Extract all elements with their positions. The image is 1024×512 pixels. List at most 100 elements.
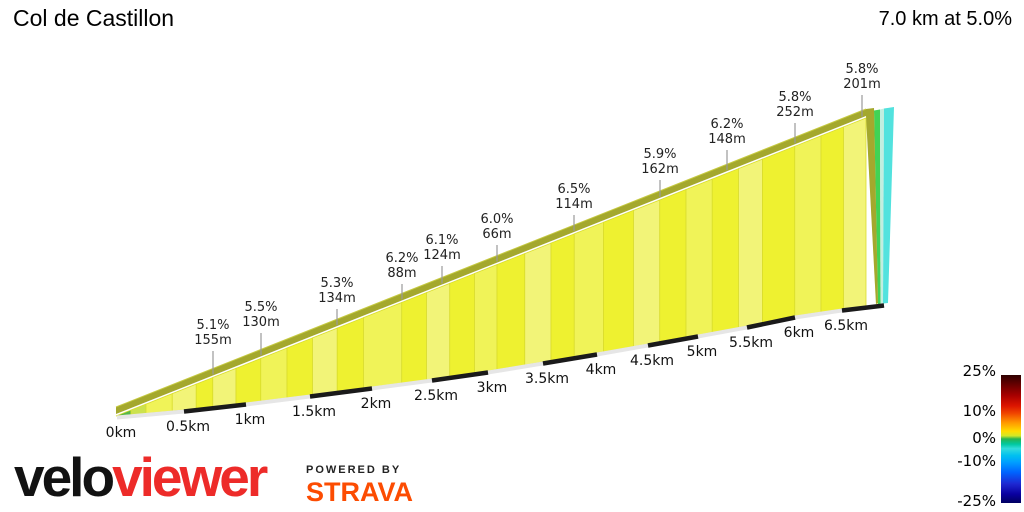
segment-length-value: 114m bbox=[555, 197, 593, 212]
x-axis-tick-label: 1.5km bbox=[291, 404, 336, 420]
axis-black-segment bbox=[309, 386, 373, 399]
profile-slice bbox=[426, 282, 451, 381]
profile-endcap-slice bbox=[880, 108, 884, 304]
profile-slice bbox=[496, 253, 526, 370]
profile-slice bbox=[794, 135, 822, 317]
climb-summary: 7.0 km at 5.0% bbox=[878, 8, 1012, 30]
segment-gradient-label: 5.3% 134m bbox=[295, 276, 379, 306]
profile-slice bbox=[336, 317, 364, 392]
segment-length-value: 66m bbox=[482, 227, 512, 242]
segment-gradient-label: 5.1% 155m bbox=[171, 318, 255, 348]
veloviewer-logo[interactable]: veloviewer bbox=[14, 450, 268, 505]
profile-slice bbox=[195, 376, 214, 410]
segment-gradient-value: 6.2% bbox=[385, 251, 419, 266]
profile-slice bbox=[738, 158, 763, 329]
profile-slice bbox=[633, 199, 661, 348]
x-axis-tick-label: 0km bbox=[105, 425, 137, 441]
segment-gradient-value: 5.8% bbox=[845, 62, 879, 77]
profile-slice bbox=[401, 292, 427, 384]
x-axis-tick-label: 1km bbox=[234, 412, 266, 428]
segment-gradient-label: 5.8% 252m bbox=[753, 90, 837, 120]
road-edge-highlight bbox=[115, 108, 867, 408]
axis-black-segment bbox=[431, 370, 489, 383]
profile-slice bbox=[603, 209, 634, 353]
segment-length-value: 88m bbox=[387, 266, 417, 281]
x-axis-tick-label: 0.5km bbox=[165, 419, 210, 435]
profile-slice bbox=[260, 347, 288, 402]
x-axis-tick-label: 5.5km bbox=[728, 335, 773, 351]
profile-endcap-slice bbox=[874, 109, 881, 304]
segment-length-value: 162m bbox=[641, 162, 679, 177]
segment-length-value: 124m bbox=[423, 248, 461, 263]
profile-slice bbox=[711, 168, 739, 333]
legend-tick-label: -25% bbox=[957, 492, 996, 510]
x-axis-tick-label: 2.5km bbox=[413, 388, 458, 404]
profile-slice bbox=[286, 337, 313, 399]
segment-gradient-value: 5.3% bbox=[320, 276, 354, 291]
legend-tick-label: 10% bbox=[962, 402, 996, 420]
x-axis-tick-label: 3.5km bbox=[524, 371, 569, 387]
profile-slice bbox=[312, 327, 338, 396]
page-title: Col de Castillon bbox=[13, 5, 175, 31]
x-axis-tick-label: 4km bbox=[585, 362, 617, 378]
segment-gradient-label: 5.5% 130m bbox=[219, 300, 303, 330]
segment-length-value: 148m bbox=[708, 132, 746, 147]
segment-length-value: 201m bbox=[843, 77, 881, 92]
strava-attribution[interactable]: POWERED BY STRAVA bbox=[306, 464, 413, 508]
profile-slice bbox=[573, 221, 604, 358]
profile-slice bbox=[363, 301, 403, 389]
segment-gradient-label: 6.5% 114m bbox=[532, 182, 616, 212]
profile-slice bbox=[449, 272, 475, 377]
axis-black-segment bbox=[542, 352, 598, 366]
legend-tick-label: 0% bbox=[972, 429, 996, 447]
axis-black-segment bbox=[647, 334, 699, 348]
veloviewer-logo-viewer: viewer bbox=[112, 446, 268, 508]
segment-gradient-value: 6.5% bbox=[557, 182, 591, 197]
segment-gradient-value: 5.8% bbox=[778, 90, 812, 105]
profile-slice bbox=[550, 233, 575, 362]
segment-gradient-value: 5.1% bbox=[196, 318, 230, 333]
strava-logo: STRAVA bbox=[306, 477, 413, 507]
x-axis-tick-label: 3km bbox=[476, 380, 508, 396]
segment-gradient-value: 6.2% bbox=[710, 117, 744, 132]
segment-length-value: 130m bbox=[242, 315, 280, 330]
segment-gradient-label: 6.1% 124m bbox=[400, 233, 484, 263]
segment-gradient-value: 6.0% bbox=[480, 212, 514, 227]
veloviewer-logo-velo: velo bbox=[14, 446, 115, 508]
segment-length-value: 155m bbox=[194, 333, 232, 348]
legend-tick-label: -10% bbox=[957, 452, 996, 470]
profile-slice bbox=[474, 264, 498, 374]
axis-black-segment bbox=[746, 315, 796, 330]
segment-gradient-label: 6.2% 148m bbox=[685, 117, 769, 147]
profile-slice bbox=[843, 117, 867, 310]
segment-gradient-label: 5.9% 162m bbox=[618, 147, 702, 177]
profile-slice bbox=[820, 126, 844, 313]
segment-gradient-value: 5.5% bbox=[244, 300, 278, 315]
segment-gradient-value: 6.1% bbox=[425, 233, 459, 248]
x-axis-tick-label: 6km bbox=[783, 325, 815, 341]
axis-strip bbox=[117, 303, 884, 420]
powered-by-label: POWERED BY bbox=[306, 464, 402, 476]
profile-slice bbox=[524, 242, 552, 366]
segment-gradient-label: 5.8% 201m bbox=[820, 62, 904, 92]
profile-slice bbox=[659, 188, 687, 343]
axis-black-segment bbox=[183, 402, 247, 414]
profile-slice bbox=[685, 178, 713, 338]
segment-length-value: 252m bbox=[776, 105, 814, 120]
x-axis-tick-label: 6.5km bbox=[823, 318, 868, 334]
profile-slice bbox=[762, 145, 796, 324]
axis-black-segment bbox=[841, 303, 885, 313]
profile-slice bbox=[235, 357, 262, 405]
x-axis-tick-label: 4.5km bbox=[629, 353, 674, 369]
x-axis-tick-label: 2km bbox=[360, 396, 392, 412]
x-axis-tick-label: 5km bbox=[686, 344, 718, 360]
gradient-legend-bar bbox=[1001, 375, 1021, 503]
profile-endcap-slice bbox=[883, 107, 894, 304]
segment-gradient-value: 5.9% bbox=[643, 147, 677, 162]
segment-gradient-label: 6.0% 66m bbox=[455, 212, 539, 242]
segment-gradient-label: 6.2% 88m bbox=[360, 251, 444, 281]
segment-length-value: 134m bbox=[318, 291, 356, 306]
legend-tick-label: 25% bbox=[962, 362, 996, 380]
